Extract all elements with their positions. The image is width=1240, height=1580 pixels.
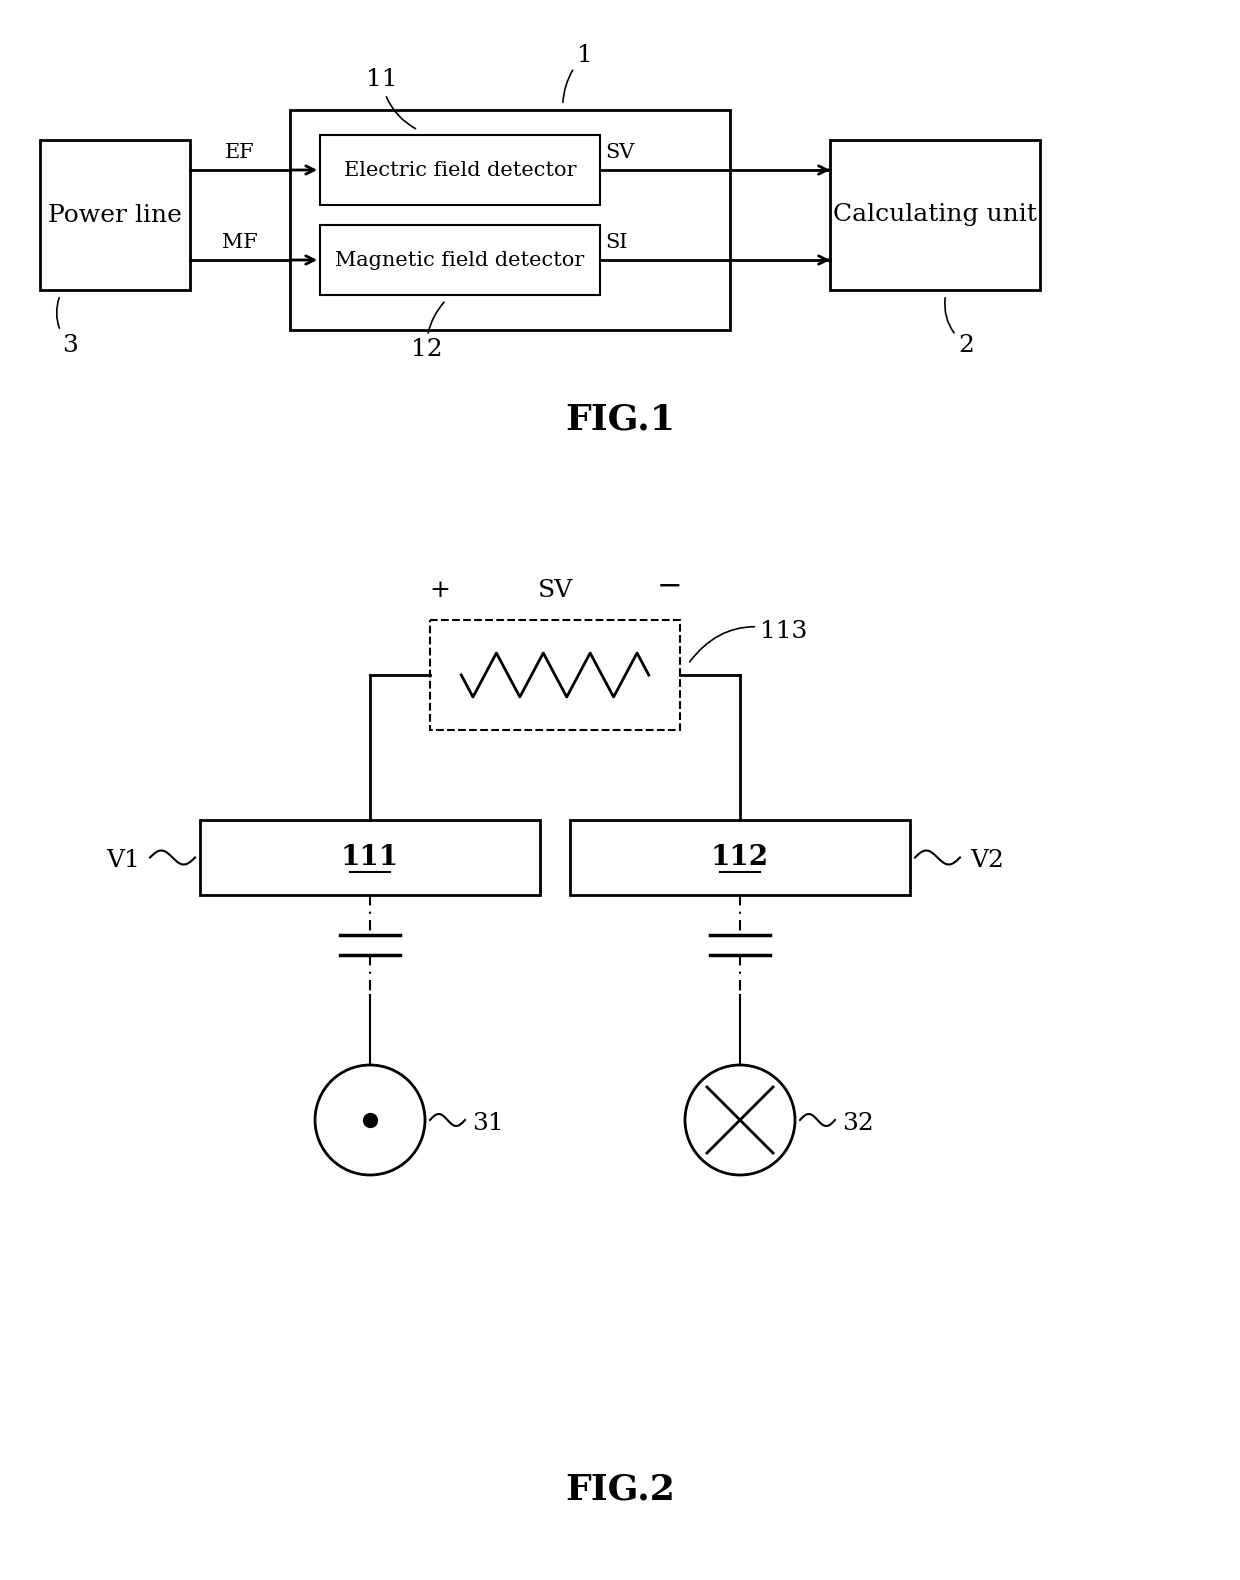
- Bar: [830, 141, 1040, 291]
- Text: MF: MF: [222, 232, 258, 251]
- Text: Electric field detector: Electric field detector: [343, 161, 577, 180]
- Text: +: +: [429, 578, 450, 602]
- Text: 112: 112: [711, 844, 769, 871]
- Bar: [40, 141, 190, 291]
- Text: 3: 3: [57, 297, 78, 357]
- Bar: [430, 619, 680, 730]
- Bar: [320, 134, 600, 205]
- Text: Power line: Power line: [48, 204, 182, 226]
- Text: 1: 1: [563, 44, 593, 103]
- Text: SV: SV: [537, 578, 573, 602]
- Circle shape: [315, 1065, 425, 1176]
- Text: SV: SV: [605, 144, 635, 163]
- Text: Calculating unit: Calculating unit: [833, 204, 1037, 226]
- Text: 111: 111: [341, 844, 399, 871]
- Text: V2: V2: [970, 848, 1004, 872]
- Bar: [200, 820, 539, 894]
- Text: 12: 12: [410, 302, 444, 362]
- Circle shape: [684, 1065, 795, 1176]
- Text: Magnetic field detector: Magnetic field detector: [335, 251, 584, 270]
- Text: SI: SI: [605, 232, 627, 251]
- Text: V1: V1: [107, 848, 140, 872]
- Text: FIG.1: FIG.1: [565, 403, 675, 438]
- Text: FIG.2: FIG.2: [565, 1473, 675, 1507]
- Text: −: −: [657, 570, 683, 602]
- Bar: [570, 820, 910, 894]
- Text: 113: 113: [689, 619, 807, 662]
- Text: 31: 31: [472, 1111, 503, 1134]
- Text: EF: EF: [226, 144, 255, 163]
- Text: 11: 11: [366, 68, 415, 128]
- Text: 32: 32: [842, 1111, 874, 1134]
- Text: 2: 2: [945, 297, 975, 357]
- Bar: [320, 224, 600, 295]
- Bar: [290, 111, 730, 330]
